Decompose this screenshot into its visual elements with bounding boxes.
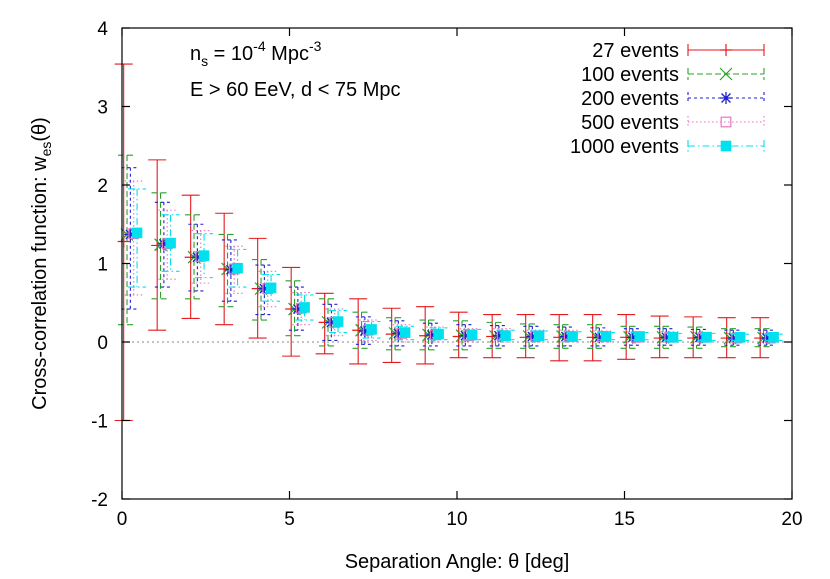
legend-label: 27 events	[592, 40, 679, 62]
legend-item: 200 events	[581, 88, 765, 110]
x-tick-label: 5	[284, 509, 295, 530]
y-tick-label: 3	[97, 98, 108, 119]
data-point	[291, 303, 304, 316]
data-point	[734, 331, 746, 343]
data-point	[634, 331, 645, 342]
legend-marker	[720, 140, 732, 152]
annotation-density-mid: = 10	[208, 43, 253, 65]
series-500-events	[124, 180, 780, 344]
y-tick-label: 1	[97, 255, 108, 276]
data-point	[191, 251, 204, 264]
annotation-cuts: E > 60 EeV, d < 75 Mpc	[190, 79, 401, 101]
data-point	[433, 328, 444, 340]
data-point	[760, 332, 773, 345]
data-point	[660, 331, 673, 344]
data-point	[425, 328, 438, 341]
data-point	[500, 330, 511, 342]
series-layer	[114, 63, 783, 422]
tick-layer: 0 5 10 15 20 -2 -1 0 1 2 3 4	[91, 19, 802, 530]
data-point	[526, 330, 539, 343]
data-point	[258, 282, 271, 295]
data-point	[325, 316, 338, 329]
data-point	[701, 331, 712, 343]
annotation-density-sub: s	[201, 53, 208, 69]
annotation-density-unit-sup: -3	[309, 38, 322, 54]
y-axis-title-sub: es	[38, 142, 54, 157]
annotation-density: ns = 10-4 Mpc-3	[190, 38, 322, 69]
legend-label: 1000 events	[570, 136, 679, 158]
data-point	[768, 331, 779, 343]
legend-label: 500 events	[581, 112, 679, 134]
legend-item: 1000 events	[570, 136, 765, 158]
y-tick-label: -2	[91, 490, 108, 511]
data-point	[124, 228, 137, 241]
y-axis-title-tail: (θ)	[29, 117, 51, 141]
data-point	[693, 331, 706, 344]
annotation-density-unit: Mpc	[266, 43, 309, 65]
legend-marker	[719, 67, 733, 81]
legend-marker	[720, 116, 732, 128]
x-tick-label: 10	[446, 509, 467, 530]
y-tick-label: -1	[91, 412, 108, 433]
annotation-density-sup: -4	[253, 38, 266, 54]
data-point	[265, 282, 277, 294]
legend-marker	[720, 92, 732, 104]
data-point	[224, 263, 237, 276]
data-point	[131, 227, 143, 239]
x-tick-label: 0	[117, 509, 128, 530]
x-axis-title: Separation Angle: θ [deg]	[345, 551, 570, 573]
series-1000-events	[128, 188, 783, 343]
x-tick-label: 15	[614, 509, 635, 530]
data-point	[358, 325, 371, 338]
data-point	[567, 331, 578, 342]
series-200-events	[121, 167, 776, 347]
data-point	[459, 329, 472, 342]
legend-label: 100 events	[581, 64, 679, 86]
y-tick-label: 0	[97, 333, 108, 354]
series-100-events	[118, 154, 773, 351]
legend-label: 200 events	[581, 88, 679, 110]
data-point	[332, 316, 344, 327]
data-point	[299, 302, 310, 313]
data-point	[466, 329, 478, 341]
data-point	[157, 237, 170, 250]
data-point	[392, 327, 405, 340]
data-point	[198, 250, 210, 261]
data-point	[667, 331, 679, 343]
legend-item: 27 events	[592, 40, 765, 62]
data-point	[399, 327, 411, 338]
data-point	[492, 329, 505, 342]
legend-marker	[720, 44, 732, 56]
data-point	[727, 332, 740, 345]
annotation-density-prefix: n	[190, 43, 201, 65]
x-tick-label: 20	[781, 509, 802, 530]
data-point	[533, 330, 545, 342]
data-point	[165, 237, 176, 249]
legend-item: 100 events	[581, 64, 765, 86]
data-point	[232, 262, 243, 274]
data-point	[366, 324, 377, 335]
data-point	[559, 330, 572, 343]
legend-item: 500 events	[581, 112, 765, 134]
data-point	[626, 331, 639, 344]
y-tick-label: 4	[97, 19, 108, 40]
y-axis-title: Cross-correlation function: wes(θ)	[29, 117, 54, 410]
data-point	[593, 331, 606, 344]
y-tick-label: 2	[97, 176, 108, 197]
data-point	[600, 331, 612, 342]
y-axis-title-main: Cross-correlation function: w	[29, 156, 51, 410]
